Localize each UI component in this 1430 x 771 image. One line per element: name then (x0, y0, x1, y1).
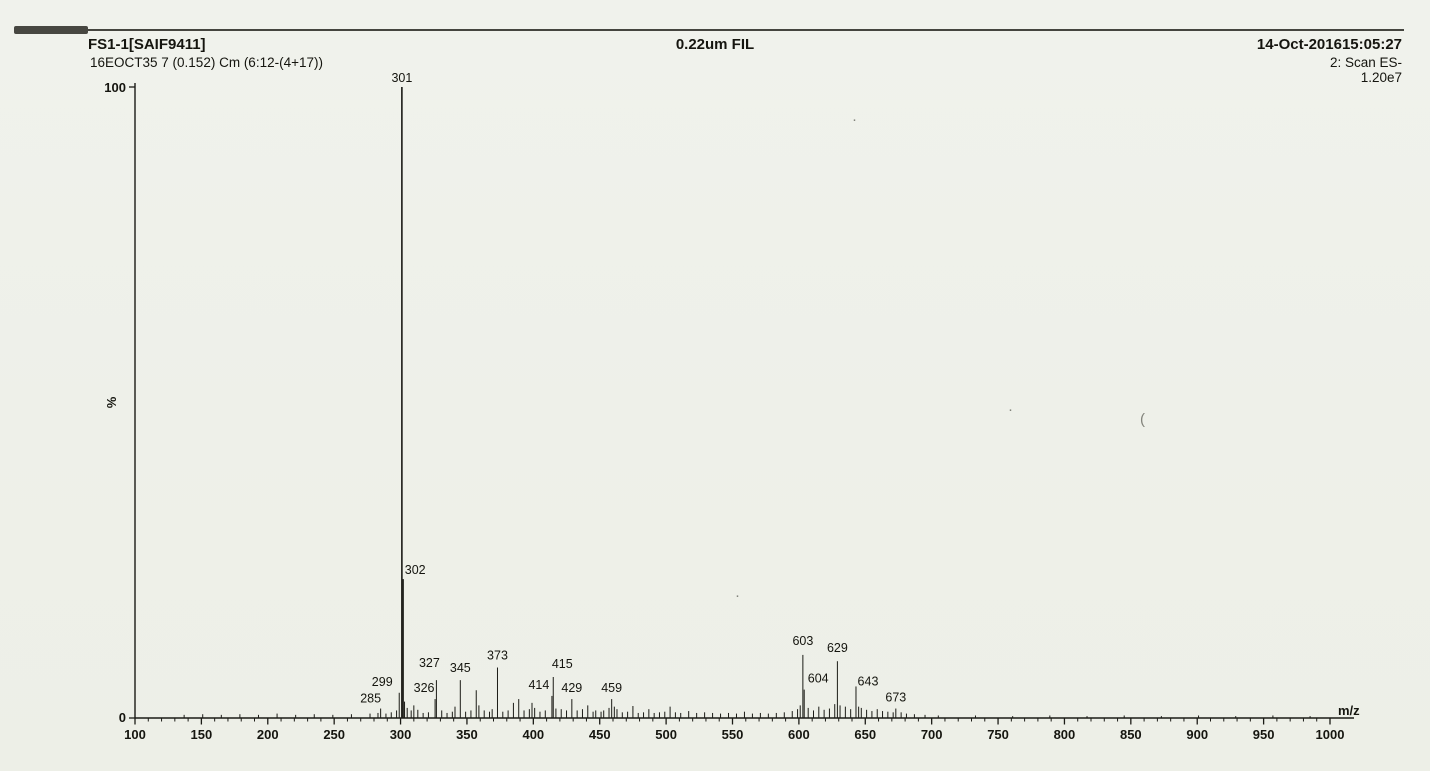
x-tick-label: 450 (589, 727, 611, 742)
x-tick-label: 400 (522, 727, 544, 742)
x-tick-label: 850 (1120, 727, 1142, 742)
peak-label: 604 (808, 672, 829, 686)
x-tick-label: 100 (124, 727, 146, 742)
peak-label: 415 (552, 657, 573, 671)
x-tick-label: 600 (788, 727, 810, 742)
peak-label: 302 (405, 563, 426, 577)
x-tick-label: 500 (655, 727, 677, 742)
scan-edge-artifact (14, 26, 88, 34)
peak-label: 373 (487, 649, 508, 663)
scan-mode: 2: Scan ES- (1329, 55, 1402, 70)
x-tick-label: 700 (921, 727, 943, 742)
peak-label: 673 (885, 691, 906, 705)
peak-label: 459 (601, 681, 622, 695)
filter-note: 0.22um FIL (675, 36, 755, 53)
x-tick-label: 650 (854, 727, 876, 742)
x-tick-label: 950 (1253, 727, 1275, 742)
x-tick-label: 550 (722, 727, 744, 742)
top-rule (88, 29, 1404, 31)
intensity-scale: 1.20e7 (1360, 70, 1402, 85)
acquisition-info: 16EOCT35 7 (0.152) Cm (6:12-(4+17)) (90, 55, 323, 70)
y-axis-label: % (104, 396, 119, 408)
y-tick-label: 100 (104, 80, 126, 95)
peak-label: 643 (858, 674, 879, 688)
peak-label: 327 (419, 656, 440, 670)
sample-id: FS1-1[SAIF9411] (88, 36, 206, 53)
peak-label: 345 (450, 661, 471, 675)
x-tick-label: 1000 (1316, 727, 1345, 742)
peak-label: 285 (360, 692, 381, 706)
acquisition-datetime: 14-Oct-201615:05:27 (1256, 36, 1402, 53)
x-tick-label: 200 (257, 727, 279, 742)
x-tick-label: 750 (987, 727, 1009, 742)
peak-label: 299 (372, 675, 393, 689)
x-tick-label: 250 (323, 727, 345, 742)
peak-label: 603 (792, 634, 813, 648)
peak-label: 429 (561, 681, 582, 695)
peak-label: 326 (414, 681, 435, 695)
peak-label: 629 (827, 641, 848, 655)
x-axis-label: m/z (1338, 703, 1360, 718)
peak-label: 414 (528, 678, 549, 692)
peak-label: 301 (391, 71, 412, 85)
x-tick-label: 800 (1054, 727, 1076, 742)
y-tick-label: 0 (119, 710, 126, 725)
x-tick-label: 350 (456, 727, 478, 742)
x-tick-label: 150 (191, 727, 213, 742)
x-tick-label: 300 (390, 727, 412, 742)
x-tick-label: 900 (1186, 727, 1208, 742)
